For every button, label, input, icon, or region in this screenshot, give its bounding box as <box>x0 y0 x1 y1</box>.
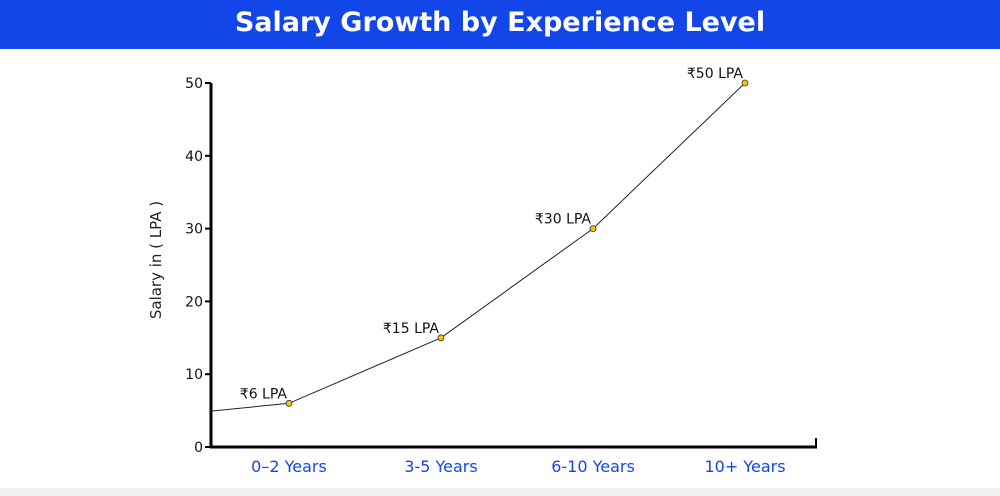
data-label: ₹15 LPA <box>383 321 440 337</box>
y-tick-label: 20 <box>185 294 203 310</box>
data-label: ₹30 LPA <box>535 212 592 228</box>
x-tick-label: 0–2 Years <box>251 457 327 476</box>
footer-bar <box>0 488 1000 496</box>
x-tick-label: 3-5 Years <box>404 457 477 476</box>
y-tick-label: 30 <box>185 222 203 238</box>
data-point <box>741 79 749 87</box>
data-label: ₹50 LPA <box>687 66 744 82</box>
y-tick-label: 40 <box>185 149 203 165</box>
data-point <box>285 399 293 407</box>
y-axis-label: Salary in ( LPA ) <box>147 201 165 319</box>
y-tick-label: 50 <box>185 76 203 92</box>
data-label: ₹6 LPA <box>240 386 288 402</box>
x-tick-label: 6-10 Years <box>551 457 635 476</box>
y-tick-label: 10 <box>185 367 203 383</box>
series-line <box>210 82 746 412</box>
x-tick-label: 10+ Years <box>704 457 785 476</box>
chart-title: Salary Growth by Experience Level <box>0 0 1000 49</box>
y-tick-label: 0 <box>194 440 203 456</box>
data-point <box>437 334 445 342</box>
data-point <box>589 225 597 233</box>
